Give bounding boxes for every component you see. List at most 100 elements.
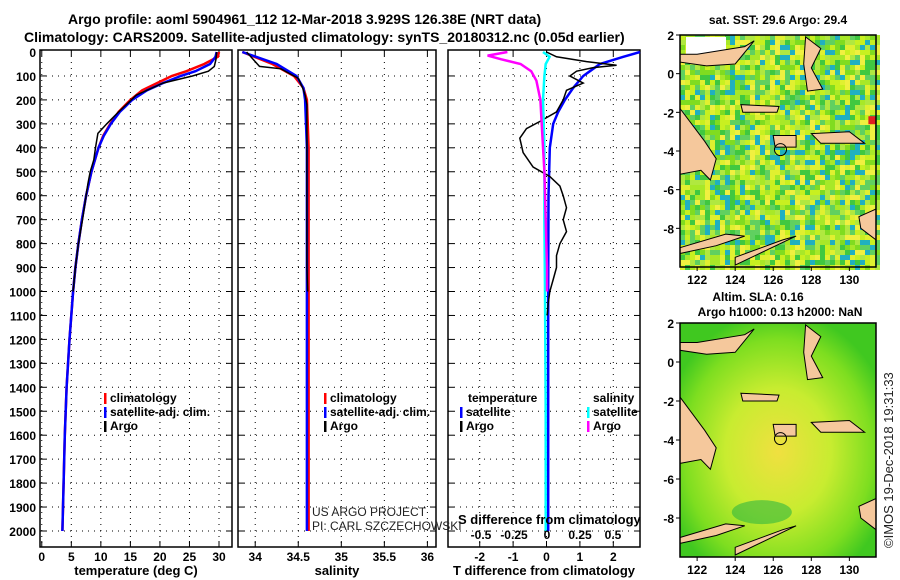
sst-cell — [765, 35, 770, 40]
sst-cell — [785, 200, 790, 205]
sst-cell — [835, 75, 840, 80]
sst-cell — [770, 55, 775, 60]
figure-title-line1: Argo profile: aoml 5904961_112 12-Mar-20… — [68, 11, 541, 27]
sst-cell — [800, 35, 805, 40]
sst-cell — [700, 85, 705, 90]
sst-cell — [820, 80, 825, 85]
sst-cell — [850, 65, 855, 70]
sst-cell — [850, 125, 855, 130]
sst-cell — [680, 210, 685, 215]
lon-tick-label: 128 — [801, 273, 821, 287]
sst-cell — [680, 100, 685, 105]
sst-cell — [745, 145, 750, 150]
sst-cell — [755, 55, 760, 60]
sst-cell — [855, 125, 860, 130]
y-tick-label: 1700 — [9, 453, 36, 467]
sst-cell — [760, 115, 765, 120]
sst-cell — [870, 65, 875, 70]
sst-cell — [715, 200, 720, 205]
series-line-argo — [246, 51, 309, 292]
sst-cell — [860, 175, 865, 180]
sst-cell — [810, 65, 815, 70]
sst-cell — [750, 255, 755, 260]
sst-cell — [730, 255, 735, 260]
legend-title-temperature: temperature — [468, 391, 538, 405]
sst-cell — [745, 35, 750, 40]
sst-cell — [875, 55, 880, 60]
sst-cell — [785, 170, 790, 175]
sst-cell — [740, 65, 745, 70]
sst-cell — [820, 170, 825, 175]
sst-cell — [720, 115, 725, 120]
sst-cell — [870, 135, 875, 140]
sst-cell — [755, 60, 760, 65]
sst-cell — [785, 225, 790, 230]
sst-cell — [860, 200, 865, 205]
sst-cell — [865, 120, 870, 125]
sst-cell — [870, 195, 875, 200]
sst-cell — [780, 200, 785, 205]
sst-cell — [775, 255, 780, 260]
sst-cell — [840, 110, 845, 115]
sst-cell — [805, 105, 810, 110]
sst-cell — [795, 190, 800, 195]
sst-cell — [845, 220, 850, 225]
sst-cell — [815, 160, 820, 165]
sst-cell — [840, 150, 845, 155]
sst-cell — [735, 40, 740, 45]
sst-cell — [700, 100, 705, 105]
sst-cell — [825, 150, 830, 155]
sst-cell — [820, 235, 825, 240]
sst-cell — [730, 220, 735, 225]
sst-cell — [875, 75, 880, 80]
sst-cell — [785, 85, 790, 90]
sst-cell — [870, 130, 875, 135]
sst-cell — [795, 145, 800, 150]
legend-swatch — [324, 393, 327, 404]
sst-cell — [750, 115, 755, 120]
sst-cell — [845, 115, 850, 120]
sst-cell — [820, 225, 825, 230]
sst-cell — [750, 100, 755, 105]
sst-cell — [790, 70, 795, 75]
sst-cell — [700, 210, 705, 215]
sst-cell — [875, 240, 880, 245]
sst-cell — [730, 80, 735, 85]
sst-cell — [780, 220, 785, 225]
sst-cell — [780, 150, 785, 155]
sst-cell — [815, 235, 820, 240]
sst-cell — [815, 60, 820, 65]
sst-cell — [740, 80, 745, 85]
sst-cell — [725, 250, 730, 255]
sst-cell — [750, 190, 755, 195]
sst-cell — [845, 150, 850, 155]
sst-cell — [835, 60, 840, 65]
sst-cell — [835, 175, 840, 180]
sst-cell — [815, 260, 820, 265]
sst-cell — [820, 145, 825, 150]
sst-cell — [865, 95, 870, 100]
sst-cell — [835, 195, 840, 200]
sst-cell — [845, 175, 850, 180]
sst-cell — [745, 195, 750, 200]
sst-cell — [860, 70, 865, 75]
sst-cell — [780, 75, 785, 80]
sst-cell — [775, 35, 780, 40]
sst-cell — [870, 125, 875, 130]
sst-cell — [875, 90, 880, 95]
sst-cell — [875, 215, 880, 220]
sst-cell — [770, 60, 775, 65]
sst-cell — [755, 80, 760, 85]
sst-cell — [760, 200, 765, 205]
sst-cell — [815, 35, 820, 40]
sst-cell — [805, 250, 810, 255]
sst-cell — [720, 200, 725, 205]
sst-cell — [815, 205, 820, 210]
sst-cell — [690, 75, 695, 80]
sst-cell — [850, 100, 855, 105]
sst-cell — [790, 95, 795, 100]
sst-cell — [720, 95, 725, 100]
sst-cell — [810, 95, 815, 100]
sst-cell — [825, 115, 830, 120]
sst-cell — [730, 245, 735, 250]
